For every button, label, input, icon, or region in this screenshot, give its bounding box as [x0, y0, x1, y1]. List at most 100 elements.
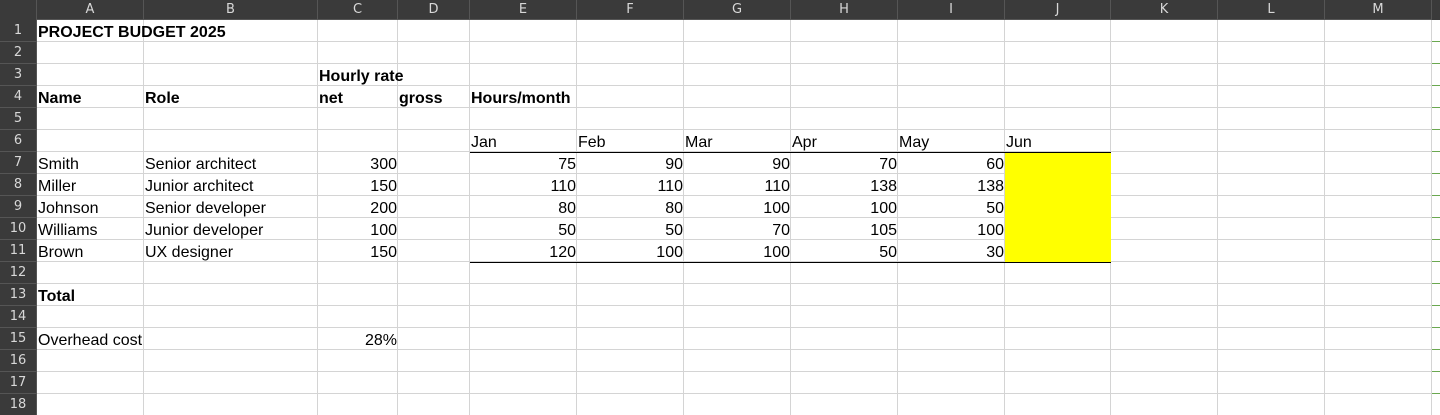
- hours-apr[interactable]: 70: [879, 156, 897, 173]
- hours-feb[interactable]: 50: [665, 222, 683, 239]
- jun-highlight[interactable]: [1005, 152, 1111, 262]
- grid-row-line: [37, 327, 1432, 328]
- select-all-corner[interactable]: [0, 0, 37, 20]
- person-name[interactable]: Smith: [38, 156, 79, 173]
- hours-feb[interactable]: 80: [665, 200, 683, 217]
- row-header-9[interactable]: 9: [0, 196, 37, 218]
- person-name[interactable]: Williams: [38, 222, 98, 239]
- scroll-edge-tick: [1432, 261, 1440, 262]
- hours-jan[interactable]: 75: [558, 156, 576, 173]
- hourly-rate-net[interactable]: 100: [370, 222, 397, 239]
- column-header-b[interactable]: B: [144, 0, 318, 20]
- gross-header[interactable]: gross: [399, 90, 443, 107]
- hourly-rate-net[interactable]: 150: [370, 244, 397, 261]
- person-role[interactable]: Senior developer: [145, 200, 266, 217]
- hours-apr[interactable]: 100: [870, 200, 897, 217]
- row-header-10[interactable]: 10: [0, 218, 37, 240]
- month-jan[interactable]: Jan: [471, 134, 497, 151]
- column-header-g[interactable]: G: [684, 0, 791, 20]
- hours-may[interactable]: 100: [977, 222, 1004, 239]
- hours-mar[interactable]: 110: [764, 178, 790, 195]
- hours-feb[interactable]: 110: [657, 178, 683, 195]
- column-header-l[interactable]: L: [1218, 0, 1325, 20]
- hourly-rate-header[interactable]: Hourly rate: [319, 68, 404, 85]
- column-header-h[interactable]: H: [791, 0, 898, 20]
- total-label[interactable]: Total: [38, 288, 76, 305]
- hourly-rate-net[interactable]: 300: [370, 156, 397, 173]
- column-header-f[interactable]: F: [577, 0, 684, 20]
- hours-jan[interactable]: 110: [550, 178, 576, 195]
- grid-row-line: [37, 151, 1432, 152]
- column-header-m[interactable]: M: [1325, 0, 1432, 20]
- hours-jan[interactable]: 80: [558, 200, 576, 217]
- row-header-6[interactable]: 6: [0, 130, 37, 152]
- hours-mar[interactable]: 90: [772, 156, 790, 173]
- sheet-title[interactable]: PROJECT BUDGET 2025: [38, 24, 226, 41]
- person-name[interactable]: Brown: [38, 244, 84, 261]
- row-header-1[interactable]: 1: [0, 20, 37, 42]
- row-header-18[interactable]: 18: [0, 394, 37, 415]
- month-apr[interactable]: Apr: [792, 134, 817, 151]
- month-feb[interactable]: Feb: [578, 134, 606, 151]
- column-header-d[interactable]: D: [398, 0, 470, 20]
- column-header-a[interactable]: A: [37, 0, 144, 20]
- row-header-17[interactable]: 17: [0, 372, 37, 394]
- overhead-label[interactable]: Overhead cost: [38, 332, 143, 349]
- hours-apr[interactable]: 138: [870, 178, 897, 195]
- row-header-4[interactable]: 4: [0, 86, 37, 108]
- row-header-3[interactable]: 3: [0, 64, 37, 86]
- person-role[interactable]: UX designer: [145, 244, 234, 261]
- grid-row-line: [37, 305, 1432, 306]
- row-header-7[interactable]: 7: [0, 152, 37, 174]
- month-jun[interactable]: Jun: [1006, 134, 1032, 151]
- hours-feb[interactable]: 100: [656, 244, 683, 261]
- hours-may[interactable]: 60: [986, 156, 1004, 173]
- hours-may[interactable]: 50: [986, 200, 1004, 217]
- hours-mar[interactable]: 100: [763, 244, 790, 261]
- person-role[interactable]: Junior developer: [145, 222, 264, 239]
- hours-month-header[interactable]: Hours/month: [471, 90, 571, 107]
- row-header-12[interactable]: 12: [0, 262, 37, 284]
- hours-mar[interactable]: 100: [763, 200, 790, 217]
- row-header-13[interactable]: 13: [0, 284, 37, 306]
- hours-jan[interactable]: 50: [558, 222, 576, 239]
- name-header[interactable]: Name: [38, 90, 82, 107]
- person-name[interactable]: Miller: [38, 178, 77, 195]
- month-may[interactable]: May: [899, 134, 930, 151]
- hours-feb[interactable]: 90: [665, 156, 683, 173]
- scroll-edge-tick: [1432, 239, 1440, 240]
- scroll-edge-tick: [1432, 371, 1440, 372]
- row-header-14[interactable]: 14: [0, 306, 37, 328]
- grid-row-line: [37, 217, 1432, 218]
- person-role[interactable]: Junior architect: [145, 178, 254, 195]
- row-header-15[interactable]: 15: [0, 328, 37, 350]
- hours-may[interactable]: 138: [977, 178, 1004, 195]
- column-header-j[interactable]: J: [1005, 0, 1111, 20]
- role-header[interactable]: Role: [145, 90, 180, 107]
- grid-row-line: [37, 107, 1432, 108]
- overhead-value[interactable]: 28%: [364, 332, 397, 349]
- row-header-2[interactable]: 2: [0, 42, 37, 64]
- column-header-c[interactable]: C: [318, 0, 398, 20]
- row-header-16[interactable]: 16: [0, 350, 37, 372]
- person-role[interactable]: Senior architect: [145, 156, 257, 173]
- hours-mar[interactable]: 70: [772, 222, 790, 239]
- row-header-11[interactable]: 11: [0, 240, 37, 262]
- column-header-k[interactable]: K: [1111, 0, 1218, 20]
- scroll-edge-tick: [1432, 63, 1440, 64]
- row-header-5[interactable]: 5: [0, 108, 37, 130]
- grid-row-line: [37, 173, 1432, 174]
- hours-apr[interactable]: 105: [870, 222, 897, 239]
- column-header-i[interactable]: I: [898, 0, 1005, 20]
- column-header-e[interactable]: E: [470, 0, 577, 20]
- hourly-rate-net[interactable]: 200: [370, 200, 397, 217]
- hours-jan[interactable]: 120: [549, 244, 576, 261]
- row-header-8[interactable]: 8: [0, 174, 37, 196]
- net-header[interactable]: net: [319, 90, 343, 107]
- hours-apr[interactable]: 50: [879, 244, 897, 261]
- month-mar[interactable]: Mar: [685, 134, 713, 151]
- scroll-edge-marker: [1432, 20, 1440, 415]
- hours-may[interactable]: 30: [986, 244, 1004, 261]
- hourly-rate-net[interactable]: 150: [370, 178, 397, 195]
- person-name[interactable]: Johnson: [38, 200, 99, 217]
